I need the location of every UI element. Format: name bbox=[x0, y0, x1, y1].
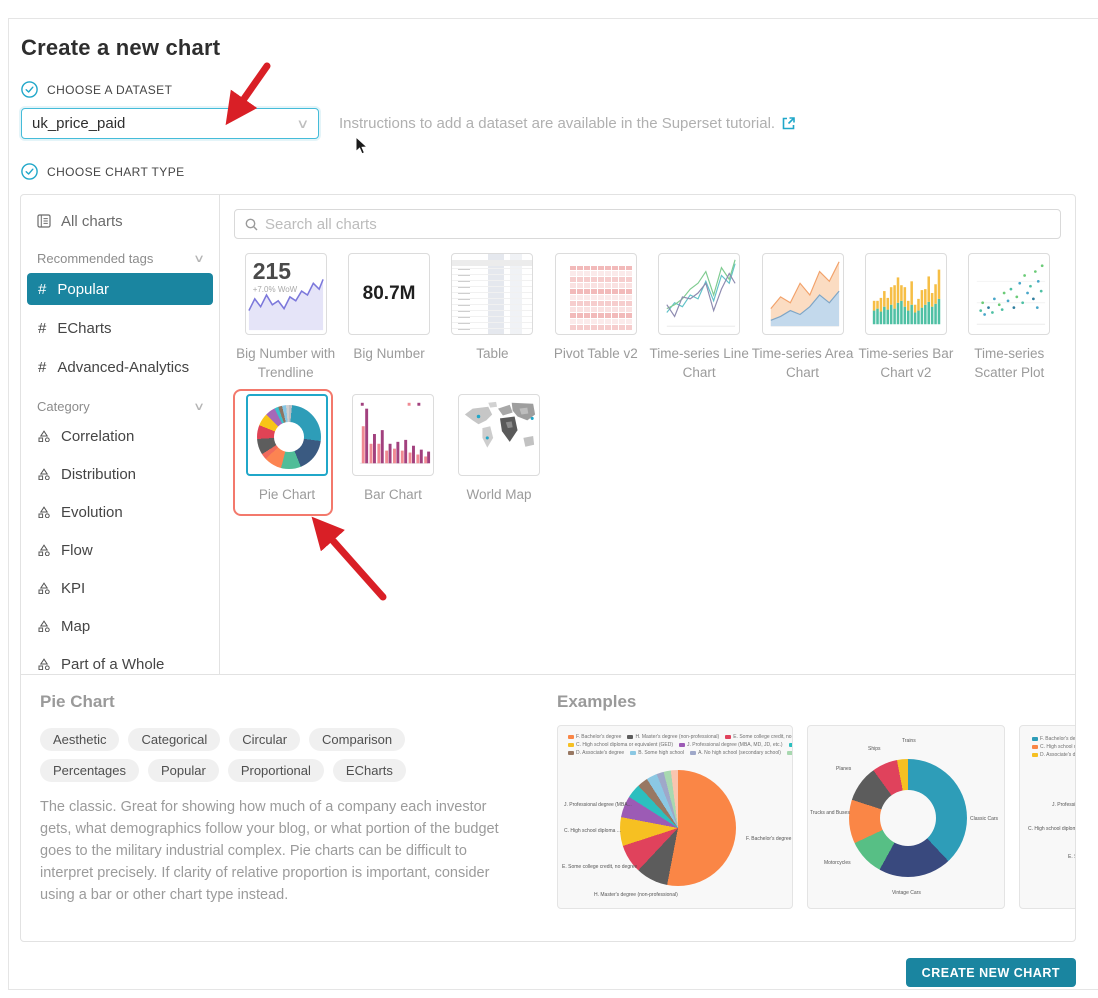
sidebar-item-echarts[interactable]: # ECharts bbox=[38, 319, 112, 337]
search-input[interactable] bbox=[265, 215, 1050, 233]
time-series-bar-thumbnail bbox=[864, 253, 947, 335]
big-number-trendline-thumbnail: 215 +7.0% WoW bbox=[244, 253, 327, 335]
sidebar-section-category[interactable]: Category ∨ bbox=[21, 399, 219, 414]
sidebar-section-recommended-tags[interactable]: Recommended tags ∨ bbox=[21, 251, 219, 266]
sidebar-item-map[interactable]: Map bbox=[27, 610, 213, 642]
selected-chart-name: Pie Chart bbox=[40, 692, 115, 711]
example-pie bbox=[620, 770, 736, 886]
tag-badge: Aesthetic bbox=[40, 728, 120, 751]
gallery-icon bbox=[37, 214, 51, 228]
chart-tags: Aesthetic Categorical Circular Compariso… bbox=[40, 728, 485, 782]
check-circle-icon bbox=[21, 81, 38, 98]
create-new-chart-button[interactable]: CREATE NEW CHART bbox=[905, 958, 1076, 987]
chart-type-tile-big-number-trendline[interactable]: 215 +7.0% WoW Big Number with Trendline bbox=[234, 253, 337, 382]
chart-tile-row: 215 +7.0% WoW Big Number with Trendline … bbox=[234, 253, 1061, 382]
tag-badge: Proportional bbox=[227, 759, 324, 782]
examples-heading: Examples bbox=[557, 692, 637, 711]
chart-type-tile-ts-scatter[interactable]: Time-series Scatter Plot bbox=[958, 253, 1061, 382]
chart-type-tile-bar-chart[interactable]: Bar Chart bbox=[340, 394, 446, 504]
tag-badge: ECharts bbox=[332, 759, 406, 782]
tag-badge: Comparison bbox=[309, 728, 406, 751]
category-icon bbox=[38, 430, 50, 442]
chart-search[interactable] bbox=[234, 209, 1061, 239]
big-number-thumbnail: 80.7M bbox=[348, 253, 431, 335]
time-series-line-thumbnail bbox=[658, 253, 741, 335]
sidebar-item-all-charts[interactable]: All charts bbox=[21, 207, 219, 235]
example-pie-chart-2: Trains Ships Planes Trucks and Buses Mot… bbox=[807, 725, 1005, 909]
hash-icon: # bbox=[38, 319, 47, 337]
chart-type-selector: All charts Recommended tags ∨ # Popular … bbox=[20, 194, 1076, 942]
chart-type-tile-big-number[interactable]: 80.7M Big Number bbox=[337, 253, 440, 363]
table-thumbnail bbox=[451, 253, 534, 335]
dataset-select[interactable]: uk_price_paid ∨ bbox=[21, 108, 319, 139]
step-choose-dataset: CHOOSE A DATASET bbox=[21, 81, 1098, 98]
chart-type-tile-ts-line[interactable]: Time-series Line Chart bbox=[648, 253, 751, 382]
world-map-thumbnail bbox=[458, 394, 540, 476]
create-chart-panel: Create a new chart CHOOSE A DATASET uk_p… bbox=[8, 18, 1098, 990]
choose-dataset-label: CHOOSE A DATASET bbox=[47, 82, 173, 97]
tag-badge: Percentages bbox=[40, 759, 139, 782]
chevron-down-icon: ∨ bbox=[296, 115, 310, 131]
recommended-tags-label: Recommended tags bbox=[37, 251, 154, 266]
chart-type-sidebar: All charts Recommended tags ∨ # Popular … bbox=[21, 195, 220, 674]
external-link-icon[interactable] bbox=[781, 116, 796, 131]
sidebar-item-kpi[interactable]: KPI bbox=[27, 572, 213, 604]
step-choose-chart-type: CHOOSE CHART TYPE bbox=[21, 163, 1098, 180]
chevron-down-icon: ∨ bbox=[192, 401, 206, 413]
hash-icon: # bbox=[38, 280, 47, 298]
sidebar-item-flow[interactable]: Flow bbox=[27, 534, 213, 566]
sidebar-item-advanced-analytics[interactable]: # Advanced-Analytics bbox=[38, 358, 190, 376]
chevron-down-icon: ∨ bbox=[192, 253, 206, 265]
category-label: Category bbox=[37, 399, 90, 414]
time-series-area-thumbnail bbox=[761, 253, 844, 335]
sidebar-item-evolution[interactable]: Evolution bbox=[27, 496, 213, 528]
chart-type-tile-table[interactable]: Table bbox=[441, 253, 544, 363]
chart-type-tile-ts-area[interactable]: Time-series Area Chart bbox=[751, 253, 854, 382]
chart-tile-row: Pie Chart bbox=[233, 389, 1061, 516]
category-icon bbox=[38, 658, 50, 670]
hash-icon: # bbox=[38, 358, 47, 376]
example-donut bbox=[849, 759, 967, 877]
category-icon bbox=[38, 468, 50, 480]
tag-badge: Popular bbox=[148, 759, 219, 782]
chart-type-tile-ts-bar[interactable]: Time-series Bar Chart v2 bbox=[854, 253, 957, 382]
tag-badge: Circular bbox=[229, 728, 301, 751]
category-icon bbox=[38, 620, 50, 632]
sidebar-item-popular[interactable]: # Popular bbox=[27, 273, 213, 305]
example-pie-chart-1: F. Bachelor's degree H. Master's degree … bbox=[557, 725, 793, 909]
bar-chart-thumbnail bbox=[352, 394, 434, 476]
search-icon bbox=[245, 218, 258, 230]
sidebar-item-part-of-a-whole[interactable]: Part of a Whole bbox=[27, 648, 213, 674]
dataset-help-text: Instructions to add a dataset are availa… bbox=[339, 115, 776, 132]
category-icon bbox=[38, 582, 50, 594]
sidebar-item-distribution[interactable]: Distribution bbox=[27, 458, 213, 490]
pie-chart-thumbnail bbox=[246, 394, 328, 476]
category-icon bbox=[38, 506, 50, 518]
chart-type-tile-pie-chart[interactable]: Pie Chart bbox=[233, 389, 340, 516]
choose-chart-type-label: CHOOSE CHART TYPE bbox=[47, 164, 185, 179]
tag-badge: Categorical bbox=[128, 728, 221, 751]
page-title: Create a new chart bbox=[21, 35, 221, 60]
check-circle-icon bbox=[21, 163, 38, 180]
all-charts-label: All charts bbox=[61, 212, 123, 230]
time-series-scatter-thumbnail bbox=[968, 253, 1051, 335]
chart-description: The classic. Great for showing how much … bbox=[40, 799, 499, 903]
chart-type-tile-pivot-table[interactable]: Pivot Table v2 bbox=[544, 253, 647, 363]
chart-type-tile-world-map[interactable]: World Map bbox=[446, 394, 552, 504]
sidebar-item-correlation[interactable]: Correlation bbox=[27, 420, 213, 452]
category-icon bbox=[38, 544, 50, 556]
pivot-table-thumbnail bbox=[554, 253, 637, 335]
dataset-select-value: uk_price_paid bbox=[32, 115, 126, 132]
example-pie-chart-3: F. Bachelor's degree C. High school dipl… bbox=[1019, 725, 1075, 909]
